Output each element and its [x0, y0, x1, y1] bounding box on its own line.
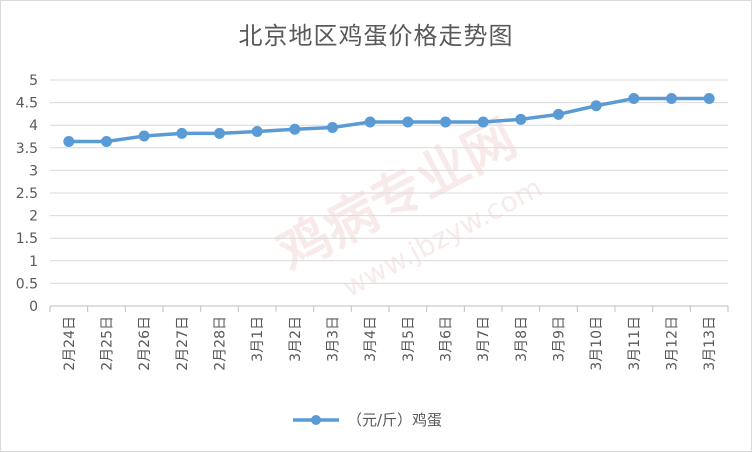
y-tick-label: 2 — [29, 209, 38, 225]
x-tick-label: 3月6日 — [439, 316, 455, 362]
x-tick-label: 3月8日 — [514, 316, 530, 362]
y-tick-label: 3.5 — [16, 141, 38, 157]
x-tick-label: 2月25日 — [100, 316, 116, 371]
y-tick-label: 0 — [29, 299, 38, 315]
legend-marker — [311, 415, 321, 425]
x-tick-label: 3月12日 — [665, 316, 681, 371]
data-point — [289, 123, 301, 135]
y-tick-label: 1 — [29, 254, 38, 270]
data-point — [628, 93, 640, 105]
y-tick-label: 5 — [29, 73, 38, 89]
y-tick-label: 4 — [29, 118, 38, 134]
x-tick-label: 3月10日 — [589, 316, 605, 371]
data-point — [101, 135, 112, 147]
x-tick-label: 3月4日 — [363, 316, 379, 362]
x-tick-label: 2月28日 — [213, 316, 229, 371]
legend: （元/斤）鸡蛋 — [293, 411, 442, 429]
chart-title: 北京地区鸡蛋价格走势图 — [238, 22, 514, 50]
data-point — [176, 127, 188, 139]
data-point — [214, 127, 225, 139]
x-tick-label: 3月5日 — [401, 316, 417, 362]
legend-label: （元/斤）鸡蛋 — [347, 411, 442, 429]
x-tick-label: 3月7日 — [476, 316, 492, 362]
y-tick-label: 1.5 — [16, 231, 38, 247]
data-point — [703, 93, 715, 105]
data-point — [440, 116, 451, 128]
data-point — [666, 93, 677, 105]
data-point — [553, 108, 564, 120]
data-point — [327, 121, 338, 133]
data-point — [515, 113, 527, 125]
x-tick-label: 3月11日 — [627, 316, 643, 371]
x-tick-label: 2月24日 — [62, 316, 78, 371]
series-line — [68, 96, 710, 144]
x-tick-label: 3月1日 — [250, 316, 266, 362]
data-point — [477, 116, 489, 128]
x-tick-label: 3月2日 — [288, 316, 304, 362]
x-tick-label: 2月27日 — [175, 316, 191, 371]
data-point — [251, 126, 263, 138]
y-tick-label: 2.5 — [16, 186, 38, 202]
y-tick-label: 0.5 — [16, 276, 38, 292]
data-point — [63, 135, 75, 147]
data-point — [364, 116, 376, 128]
series-layer — [63, 93, 715, 147]
y-tick-label: 3 — [29, 163, 38, 179]
data-point — [138, 130, 150, 142]
x-tick-label: 3月9日 — [552, 316, 568, 362]
grid-lines — [50, 79, 728, 307]
x-axis: 2月24日 2月25日 2月26日 2月27日 2月28日 3月1日 3月2日 3月3日 3月4… — [49, 306, 729, 371]
x-tick-label: 2月26日 — [137, 316, 153, 371]
data-point — [402, 116, 414, 128]
y-axis: 0 0.5 1 1.5 2 2.5 3 3.5 4 4.5 5 — [16, 73, 38, 315]
x-tick-label: 3月13日 — [702, 316, 718, 371]
x-tick-label: 3月3日 — [326, 316, 342, 362]
y-tick-label: 4.5 — [16, 96, 38, 112]
data-point — [590, 100, 602, 112]
